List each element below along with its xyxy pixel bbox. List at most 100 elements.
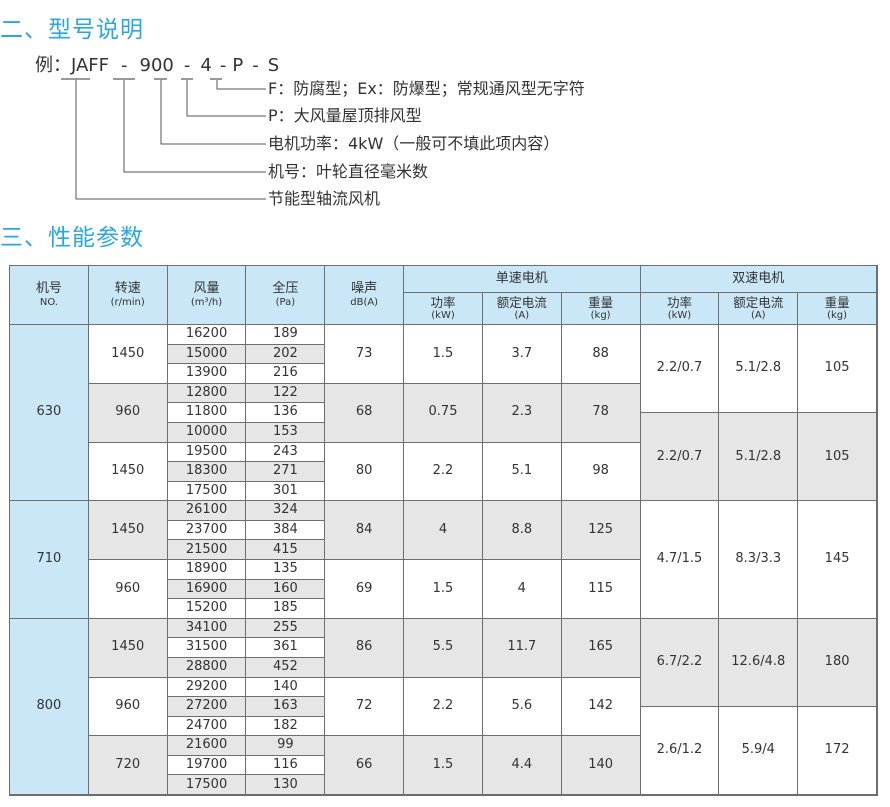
double-power-cell-label: 2.2/0.7 <box>656 360 703 376</box>
airflow-cell: 19700 <box>167 755 247 776</box>
single-current-cell-label: 2.3 <box>511 404 533 420</box>
speed-cell-label: 960 <box>115 580 141 596</box>
pressure-cell-label: 452 <box>272 659 298 675</box>
double-weight-cell-label: 105 <box>824 360 850 376</box>
pressure-cell-label: 243 <box>272 443 298 459</box>
single-current-cell: 2.3 <box>482 383 562 443</box>
noise-cell: 84 <box>325 501 405 560</box>
single-current-cell-label: 3.7 <box>511 345 533 361</box>
pressure-cell-label: 163 <box>272 698 298 714</box>
double-current-cell-label: 8.3/3.3 <box>735 551 782 567</box>
speed-cell: 1450 <box>88 501 168 560</box>
pressure-cell: 452 <box>246 657 326 678</box>
single-current-cell-label: 4 <box>517 580 526 596</box>
speed-cell: 1450 <box>88 442 168 502</box>
header-noise-unit: dB(A) <box>350 296 379 308</box>
single-current-cell-label: 4.4 <box>511 756 533 772</box>
single-power-cell-label: 4 <box>438 521 448 537</box>
pressure-cell-label: 255 <box>272 619 298 635</box>
airflow-cell-label: 16900 <box>185 580 228 596</box>
noise-cell: 69 <box>325 560 405 619</box>
airflow-cell: 10000 <box>167 422 247 443</box>
pressure-cell: 153 <box>246 422 326 443</box>
double-current-cell-label: 5.1/2.8 <box>735 448 782 464</box>
section-title-performance: 三、性能参数 <box>0 225 144 251</box>
header-current-unit: (A) <box>514 309 530 321</box>
double-current-cell-label: 5.9/4 <box>741 742 775 758</box>
single-power-cell: 1.5 <box>404 325 483 384</box>
header-weight-unit: (kg) <box>590 309 611 321</box>
single-power-cell: 1.5 <box>404 736 483 795</box>
double-power-cell: 6.7/2.2 <box>640 618 720 707</box>
noise-cell: 68 <box>325 383 405 443</box>
pressure-cell-label: 189 <box>272 326 298 342</box>
speed-cell: 720 <box>88 736 168 795</box>
double-current-cell-label: 5.1/2.8 <box>735 360 782 376</box>
double-power-cell-label: 2.2/0.7 <box>656 448 703 464</box>
airflow-cell: 21600 <box>167 736 247 756</box>
airflow-cell: 31500 <box>167 638 247 658</box>
header-airflow-unit: (m³/h) <box>190 296 223 308</box>
pressure-cell-label: 361 <box>272 639 298 655</box>
speed-cell-label: 1450 <box>111 521 145 537</box>
airflow-cell: 19500 <box>167 442 247 463</box>
header-power: 功率 (kW) <box>404 293 483 325</box>
airflow-cell-label: 31500 <box>185 639 228 655</box>
sep: - <box>252 55 259 76</box>
airflow-cell-label: 13900 <box>185 365 228 381</box>
machine-no-cell: 630 <box>10 325 89 502</box>
pressure-cell: 189 <box>246 325 326 345</box>
pressure-cell-label: 271 <box>272 463 298 479</box>
header-airflow-label: 风量 <box>193 281 220 297</box>
noise-cell-label: 69 <box>355 580 373 596</box>
airflow-cell-label: 12800 <box>185 384 228 400</box>
pressure-cell: 243 <box>246 442 326 463</box>
double-weight-cell-label: 180 <box>824 654 850 670</box>
model-example: 例：JAFF -900-4- P - S <box>35 55 279 77</box>
pressure-cell: 122 <box>246 383 326 404</box>
airflow-cell: 21500 <box>167 540 247 560</box>
single-weight-cell-label: 165 <box>588 639 614 655</box>
speed-cell-label: 720 <box>115 756 141 772</box>
single-power-cell-label: 2.2 <box>432 463 454 479</box>
machine-no-cell-label: 710 <box>36 551 62 567</box>
header-machine-no-unit: NO. <box>39 296 58 308</box>
speed-cell-label: 960 <box>115 698 141 714</box>
header-speed-label: 转速 <box>114 281 141 297</box>
header-noise: 噪声 dB(A) <box>325 266 405 325</box>
sep: - <box>183 55 191 76</box>
speed-cell: 960 <box>88 383 168 443</box>
machine-no-cell: 710 <box>10 501 89 619</box>
single-power-cell-label: 1.5 <box>432 345 454 361</box>
double-current-cell: 5.1/2.8 <box>719 413 799 502</box>
header-power: 功率 (kW) <box>640 293 720 325</box>
pressure-cell-label: 216 <box>272 365 298 381</box>
header-pressure: 全压 (Pa) <box>246 266 326 325</box>
airflow-cell: 24700 <box>167 716 247 737</box>
pressure-cell: 136 <box>246 403 326 423</box>
airflow-cell: 27200 <box>167 697 247 717</box>
airflow-cell: 28800 <box>167 657 247 678</box>
single-current-cell-label: 11.7 <box>507 639 537 655</box>
double-power-cell: 2.2/0.7 <box>640 325 720 414</box>
noise-cell-label: 86 <box>355 639 373 655</box>
airflow-cell: 16200 <box>167 325 247 345</box>
airflow-cell: 12800 <box>167 383 247 404</box>
single-power-cell-label: 1.5 <box>432 580 454 596</box>
single-power-cell-label: 5.5 <box>432 639 454 655</box>
single-current-cell: 8.8 <box>482 501 562 560</box>
pressure-cell: 163 <box>246 697 326 717</box>
airflow-cell: 18900 <box>167 560 247 580</box>
airflow-cell-label: 24700 <box>185 717 228 733</box>
code-power: 4 <box>200 55 212 76</box>
header-double-speed: 双速电机 <box>640 266 877 293</box>
double-current-cell: 12.6/4.8 <box>719 618 799 707</box>
single-weight-cell-label: 125 <box>588 521 614 537</box>
header-speed: 转速 (r/min) <box>88 266 168 325</box>
single-current-cell-label: 5.6 <box>511 698 533 714</box>
double-power-cell: 2.2/0.7 <box>640 413 720 502</box>
double-weight-cell: 172 <box>798 706 877 795</box>
speed-cell: 1450 <box>88 325 168 384</box>
airflow-cell: 23700 <box>167 520 247 541</box>
pressure-cell-label: 324 <box>272 502 298 518</box>
